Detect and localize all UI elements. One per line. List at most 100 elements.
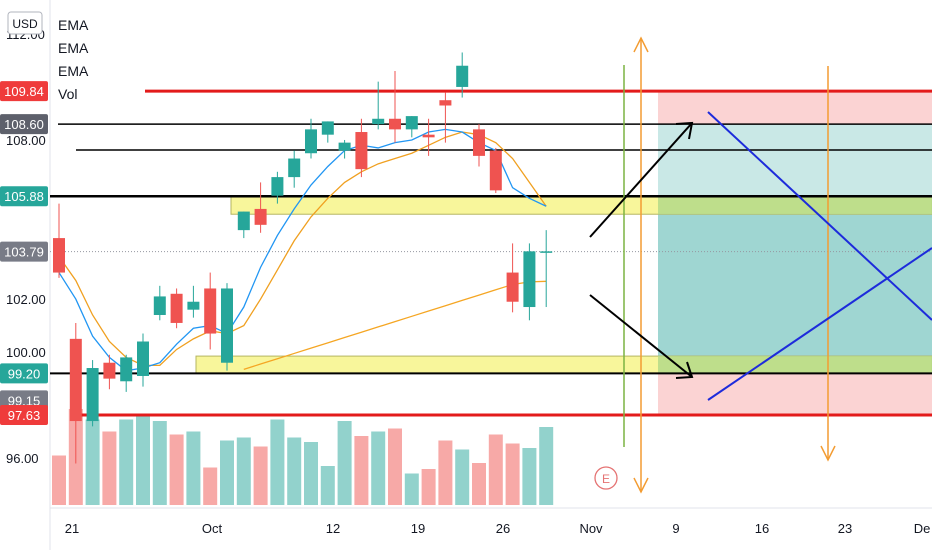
legend-ema-2[interactable]: EMA (58, 40, 89, 56)
range-arrow-left-head-up (633, 36, 649, 53)
volume-bar (404, 473, 419, 505)
price-label-text: 109.84 (4, 84, 44, 99)
ema-slow-line (243, 280, 547, 370)
candle-body[interactable] (305, 129, 317, 154)
indicator-legend: EMA EMA EMA Vol (58, 14, 88, 106)
volume-bar (186, 431, 201, 505)
volume-bar (253, 446, 268, 505)
volume-bar (421, 469, 436, 505)
zone-overlap-upper (658, 196, 932, 215)
legend-vol[interactable]: Vol (58, 86, 78, 102)
candle-body[interactable] (204, 288, 217, 334)
price-label-text: 99.20 (8, 366, 41, 381)
volume-bar (337, 421, 352, 505)
volume-bar (136, 416, 150, 505)
currency-label: USD (12, 17, 38, 31)
price-label-text: 108.60 (4, 117, 44, 132)
volume-bar (388, 428, 402, 505)
volume-bar (488, 434, 503, 505)
candle-body[interactable] (237, 211, 250, 231)
x-tick-label: 16 (755, 521, 769, 536)
volume-bar (236, 437, 251, 505)
zone-overlap-lower (658, 356, 932, 374)
price-label-text: 97.63 (8, 408, 41, 423)
trend-line-down-blue (707, 111, 932, 321)
candle-body[interactable] (456, 65, 469, 87)
candle-body[interactable] (338, 142, 351, 151)
volume-bar (505, 443, 520, 505)
volume-bar (287, 437, 302, 505)
price-label-pill (0, 404, 48, 425)
price-label-text: 99.15 (8, 393, 41, 408)
candle-body[interactable] (506, 272, 519, 302)
candle-body[interactable] (120, 357, 133, 382)
candle-body[interactable] (321, 121, 334, 135)
y-tick-label: 100.00 (6, 345, 46, 360)
candle-body[interactable] (439, 100, 452, 106)
candle-body[interactable] (271, 177, 284, 196)
projection-arrow-up-head (675, 121, 694, 140)
x-tick-label: 26 (496, 521, 510, 536)
candle-body[interactable] (170, 293, 183, 323)
projection-arrow-down (589, 294, 693, 378)
x-tick-label: 9 (672, 521, 679, 536)
candle-body[interactable] (473, 129, 485, 156)
earnings-marker-icon[interactable] (594, 466, 618, 490)
candle-body[interactable] (103, 362, 116, 379)
x-tick-label: De (914, 521, 931, 536)
ema-mid-line (58, 131, 547, 367)
candle-body[interactable] (288, 158, 301, 178)
volume-bar (539, 427, 554, 505)
currency-box[interactable] (7, 11, 43, 35)
x-tick-label: 23 (838, 521, 852, 536)
projection-arrow-up (589, 122, 693, 238)
target-zone-lower-teal (658, 214, 932, 357)
candle-body[interactable] (489, 150, 502, 191)
projection-arrow-down-head (675, 361, 694, 379)
candle-body[interactable] (187, 301, 200, 310)
price-label-text: 105.88 (4, 189, 44, 204)
target-zone-top-red (658, 91, 932, 125)
volume-bar (455, 449, 470, 505)
volume-bar (354, 436, 369, 505)
candle-body[interactable] (254, 208, 267, 225)
price-label-text: 103.79 (4, 245, 44, 260)
candle-body[interactable] (53, 238, 65, 273)
volume-bar (169, 434, 184, 505)
trend-line-up-blue (707, 247, 932, 401)
legend-ema-1[interactable]: EMA (58, 17, 89, 33)
price-label-pill (0, 186, 48, 207)
candle-body[interactable] (355, 132, 368, 170)
x-tick-label: Nov (579, 521, 603, 536)
legend-ema-3[interactable]: EMA (58, 63, 89, 79)
candle-body[interactable] (221, 288, 233, 363)
price-label-pill (0, 114, 48, 135)
candle-body[interactable] (153, 296, 166, 315)
candle-body[interactable] (540, 251, 553, 253)
candle-body[interactable] (389, 118, 401, 130)
range-arrow-right-head (820, 445, 836, 462)
volume-bar (438, 440, 453, 505)
volume-bar (522, 448, 537, 505)
volume-bar (52, 455, 66, 505)
volume-bar (472, 463, 486, 505)
candle-body[interactable] (69, 338, 82, 422)
y-tick-label: 96.00 (6, 451, 39, 466)
volume-bar (152, 421, 167, 505)
volume-bar (102, 431, 117, 505)
volume-bar (320, 466, 335, 505)
volume-bar (220, 440, 234, 505)
candle-body[interactable] (372, 118, 385, 125)
candle-body[interactable] (523, 251, 536, 308)
earnings-marker-label: E (602, 472, 610, 486)
volume-bar (203, 467, 218, 505)
candle-body[interactable] (422, 134, 435, 138)
range-arrow-left-head-down (633, 477, 649, 494)
y-tick-label: 108.00 (6, 133, 46, 148)
candle-body[interactable] (405, 116, 418, 130)
volume-bar (371, 431, 386, 505)
candle-body[interactable] (86, 368, 99, 422)
volume-bar (304, 442, 318, 505)
candle-body[interactable] (137, 341, 149, 376)
